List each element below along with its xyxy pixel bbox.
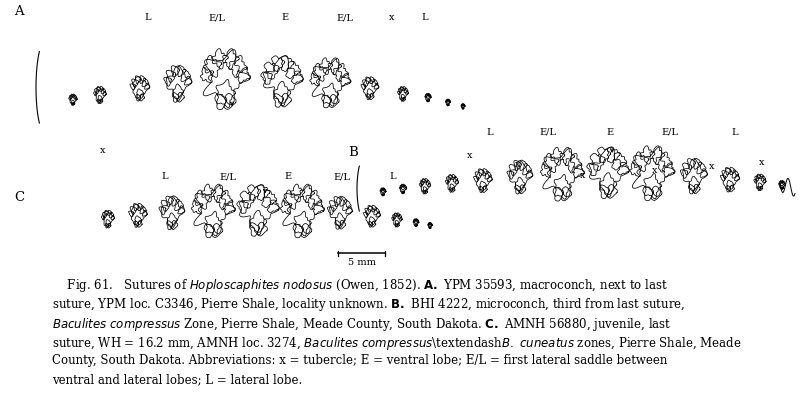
Text: x: x (390, 13, 394, 22)
Text: L: L (422, 13, 428, 22)
Text: 5 mm: 5 mm (347, 258, 375, 267)
Text: E/L: E/L (219, 172, 237, 181)
Text: L: L (486, 128, 494, 136)
Text: suture, WH = 16.2 mm, AMNH loc. 3274, $\mathit{Baculites\ compressus}$\textendas: suture, WH = 16.2 mm, AMNH loc. 3274, $\… (52, 335, 742, 352)
Text: L: L (390, 172, 396, 181)
Text: x: x (515, 160, 521, 169)
Text: suture, YPM loc. C3346, Pierre Shale, locality unknown. $\mathbf{B.}$ BHI 4222, : suture, YPM loc. C3346, Pierre Shale, lo… (52, 296, 686, 313)
Text: E: E (285, 172, 291, 181)
Text: B: B (348, 146, 358, 159)
Text: E: E (282, 13, 289, 22)
Text: x: x (710, 162, 714, 171)
Text: E: E (606, 128, 614, 136)
Text: L: L (732, 128, 738, 136)
Text: x: x (580, 171, 586, 180)
Text: x: x (652, 166, 658, 175)
Text: $\mathit{Baculites\ compressus}$ Zone, Pierre Shale, Meade County, South Dakota.: $\mathit{Baculites\ compressus}$ Zone, P… (52, 316, 671, 332)
Text: Fig. 61.   Sutures of $\mathit{Hoploscaphites\ nodosus}$ (Owen, 1852). $\mathbf{: Fig. 61. Sutures of $\mathit{Hoploscaphi… (52, 277, 668, 294)
Text: L: L (145, 13, 151, 22)
Text: E/L: E/L (662, 128, 678, 136)
Text: E/L: E/L (334, 172, 350, 181)
Text: E/L: E/L (539, 128, 557, 136)
Text: E/L: E/L (209, 13, 226, 22)
Text: ventral and lateral lobes; L = lateral lobe.: ventral and lateral lobes; L = lateral l… (52, 373, 302, 386)
Text: x: x (100, 146, 106, 155)
Text: A: A (14, 5, 24, 18)
Text: C: C (14, 190, 24, 204)
Text: x: x (467, 151, 473, 160)
Text: E/L: E/L (337, 13, 354, 22)
Text: x: x (759, 158, 765, 167)
Text: County, South Dakota. Abbreviations: x = tubercle; E = ventral lobe; E/L = first: County, South Dakota. Abbreviations: x =… (52, 354, 667, 367)
Text: L: L (162, 172, 168, 181)
